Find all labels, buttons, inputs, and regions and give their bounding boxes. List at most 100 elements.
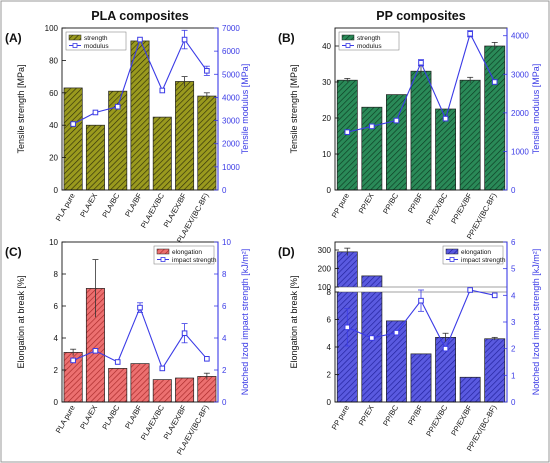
bar — [152, 379, 172, 403]
legend-bar-swatch — [68, 34, 82, 41]
series-point — [114, 103, 121, 110]
legend-bar-swatch — [341, 34, 355, 41]
legend-bar-swatch — [156, 248, 170, 255]
right-tick-label: 5000 — [222, 70, 240, 79]
right-tick-label: 0 — [511, 398, 516, 407]
left-tick-label: 0 — [327, 398, 332, 407]
left-tick-label: 300 — [318, 246, 332, 255]
right-tick-label: 10 — [222, 238, 231, 247]
bar — [361, 106, 383, 191]
bar — [130, 363, 150, 403]
right-tick-label: 3000 — [511, 70, 529, 79]
series-point — [491, 292, 498, 299]
panel-label: (C) — [5, 245, 22, 259]
bar — [197, 95, 217, 191]
bar — [484, 338, 506, 403]
legend-bar-label: strength — [357, 35, 381, 42]
left-tick-label: 200 — [318, 265, 332, 274]
bar — [175, 377, 195, 403]
series-point — [70, 121, 76, 127]
series-point — [114, 359, 121, 365]
series-point — [393, 329, 400, 336]
legend-line-marker — [160, 257, 166, 262]
legend-line-marker — [345, 43, 351, 48]
legend-line-marker — [449, 257, 455, 262]
right-tick-label: 6000 — [222, 47, 240, 56]
left-tick-label: 2 — [327, 371, 332, 380]
y-axis-label-left: Tensile strength [MPa] — [16, 64, 26, 153]
bar — [108, 368, 128, 403]
bar — [459, 79, 481, 191]
legend-bar-label: elongation — [172, 249, 202, 256]
bar — [410, 70, 432, 191]
left-tick-label: 80 — [49, 56, 58, 65]
axis-break-gap — [334, 287, 508, 292]
right-tick-label: 3000 — [222, 117, 240, 126]
legend-line-marker — [72, 43, 78, 48]
bar — [130, 40, 150, 191]
left-tick-label: 2 — [54, 366, 59, 375]
series-point — [418, 59, 424, 66]
left-tick-label: 30 — [322, 78, 331, 87]
right-tick-label: 6 — [222, 302, 227, 311]
right-tick-label: 4 — [511, 291, 516, 300]
left-tick-label: 6 — [54, 302, 59, 311]
right-tick-label: 1 — [511, 371, 516, 380]
right-tick-label: 5 — [511, 265, 516, 274]
right-tick-label: 2000 — [222, 140, 240, 149]
left-tick-label: 100 — [318, 283, 332, 292]
series-point — [181, 36, 188, 43]
bar — [386, 94, 407, 191]
series-point — [369, 335, 375, 341]
series-point — [418, 297, 424, 304]
series-point — [204, 68, 210, 74]
right-tick-label: 1000 — [511, 147, 529, 156]
chart-title: PP composites — [376, 9, 465, 23]
panel-label: (D) — [278, 245, 295, 259]
left-tick-label: 20 — [322, 114, 331, 123]
left-tick-label: 8 — [327, 288, 332, 297]
series-point — [181, 330, 188, 336]
series-point — [442, 345, 449, 352]
panel-label: (A) — [5, 31, 22, 45]
left-tick-label: 20 — [49, 154, 58, 163]
left-tick-label: 10 — [322, 150, 331, 159]
legend-line-label: impact strength — [172, 257, 217, 264]
legend-bar-swatch — [445, 248, 459, 255]
right-tick-label: 6 — [511, 238, 516, 247]
bar — [410, 353, 432, 403]
left-tick-label: 4 — [327, 343, 332, 352]
right-tick-label: 7000 — [222, 24, 240, 33]
y-axis-label-right: Notched Izod impact strength [kJ/m²] — [240, 249, 250, 396]
series-point — [70, 357, 76, 364]
legend-line-label: modulus — [357, 43, 382, 50]
left-tick-label: 0 — [54, 398, 59, 407]
right-tick-label: 2000 — [511, 109, 529, 118]
bar — [85, 124, 105, 191]
left-tick-label: 0 — [327, 186, 332, 195]
y-axis-label-right: Notched Izod impact strength [kJ/m²] — [531, 249, 541, 396]
right-tick-label: 4000 — [511, 32, 529, 41]
right-tick-label: 1000 — [222, 163, 240, 172]
y-axis-label-left: Elongation at break [%] — [16, 275, 26, 368]
panel-label: (B) — [278, 31, 295, 45]
left-tick-label: 40 — [322, 42, 331, 51]
series-point — [344, 324, 351, 331]
right-tick-label: 0 — [222, 186, 227, 195]
right-tick-label: 3 — [511, 318, 516, 327]
bar — [175, 81, 195, 191]
legend-bar-label: strength — [84, 35, 108, 42]
series-point — [204, 356, 210, 362]
series-point — [393, 117, 400, 124]
bar — [336, 79, 358, 191]
left-tick-label: 0 — [54, 186, 59, 195]
y-axis-label-left: Tensile strength [MPa] — [289, 64, 299, 153]
series-point — [159, 365, 166, 372]
series-point — [467, 30, 473, 37]
y-axis-label-right: Tensile modulus [MPa] — [531, 64, 541, 155]
y-axis-label-left: Elongation at break [%] — [289, 275, 299, 368]
